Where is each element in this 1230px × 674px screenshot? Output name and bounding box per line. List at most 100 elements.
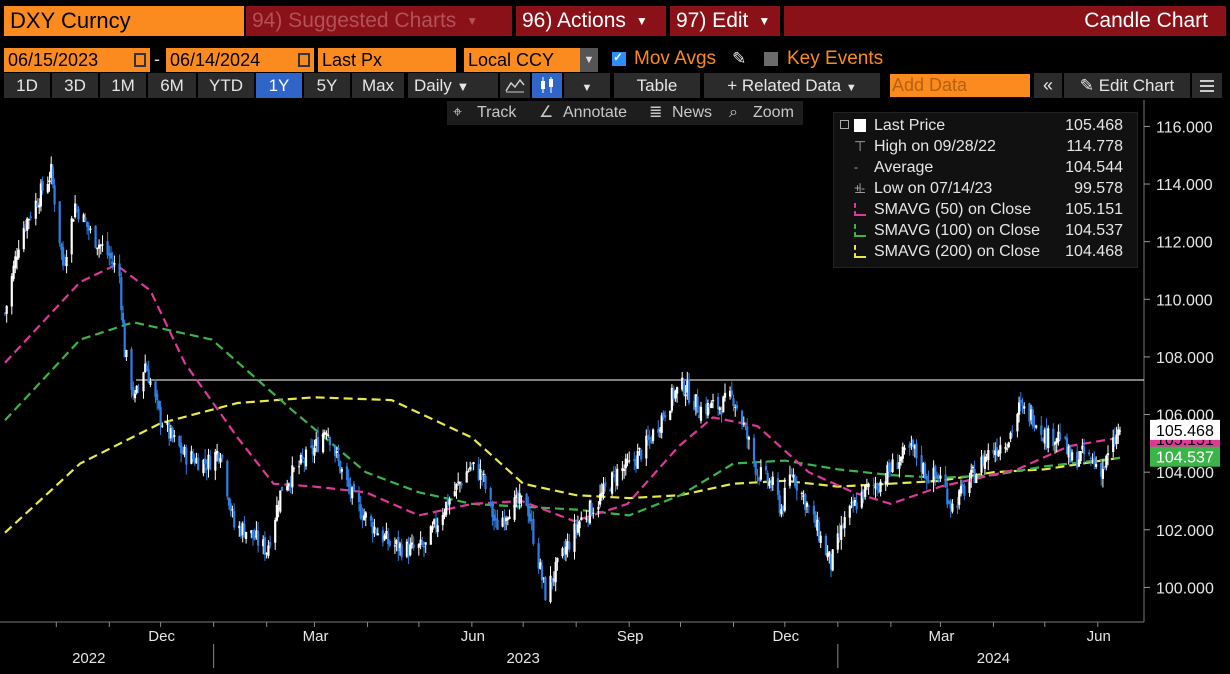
- ticker-field[interactable]: DXY Curncy: [4, 6, 244, 36]
- legend-label: SMAVG (100) on Close: [874, 222, 1040, 239]
- price-chart[interactable]: 116.000114.000112.000110.000108.000106.0…: [0, 100, 1230, 674]
- edit-chart-button[interactable]: ✎ Edit Chart: [1064, 73, 1190, 98]
- candle-body: [1059, 433, 1062, 440]
- zoom-icon: ⌕: [729, 104, 738, 121]
- period-button[interactable]: Max: [352, 73, 404, 98]
- legend-label: Low on 07/14/23: [874, 180, 993, 197]
- collapse-icon[interactable]: «: [1034, 73, 1062, 98]
- sma100-swatch: [854, 224, 866, 237]
- candle-body: [277, 508, 280, 510]
- candle-body: [623, 469, 626, 471]
- calendar-icon[interactable]: [134, 53, 146, 67]
- candle-body: [903, 447, 906, 451]
- zoom-button[interactable]: Zoom: [753, 104, 794, 121]
- candle-body: [334, 445, 337, 457]
- candle-body: [628, 460, 631, 462]
- period-button[interactable]: YTD: [198, 73, 254, 98]
- candle-body: [400, 544, 403, 558]
- calendar-icon[interactable]: [298, 53, 310, 67]
- candle-body: [419, 539, 422, 545]
- add-data-input[interactable]: Add Data: [890, 74, 1030, 97]
- currency-selector[interactable]: Local CCY ▼: [464, 48, 598, 72]
- candle-body: [937, 480, 940, 482]
- candle-body: [698, 414, 701, 419]
- candle-body: [489, 488, 492, 500]
- candle-body: [1095, 463, 1098, 467]
- candle-body: [616, 468, 619, 486]
- table-button[interactable]: Table: [614, 73, 700, 98]
- candle-body: [1076, 451, 1079, 468]
- candle-body: [349, 484, 352, 495]
- last-price-tag: [1150, 419, 1220, 440]
- candle-body: [39, 183, 42, 207]
- period-button[interactable]: 3D: [52, 73, 98, 98]
- key-events-checkbox[interactable]: [764, 52, 778, 66]
- candle-body: [1106, 453, 1110, 456]
- candle-body: [710, 402, 713, 408]
- candle-body: [15, 257, 19, 260]
- candle-body: [925, 477, 928, 481]
- candle-body: [782, 506, 785, 511]
- track-button[interactable]: Track: [477, 104, 517, 121]
- candle-body: [987, 450, 990, 461]
- mov-avgs-checkbox[interactable]: [612, 50, 626, 66]
- pencil-icon[interactable]: ✎: [732, 49, 747, 68]
- candle-body: [838, 533, 841, 538]
- candle-body: [657, 428, 660, 433]
- candle-body: [686, 381, 689, 393]
- candle-body: [82, 214, 85, 223]
- chevron-down-icon: ▼: [845, 82, 857, 94]
- candle-body: [920, 455, 923, 473]
- start-date-field[interactable]: 06/15/2023: [4, 48, 150, 72]
- candle-body: [1035, 425, 1038, 428]
- period-button[interactable]: 1D: [4, 73, 50, 98]
- line-chart-icon[interactable]: [500, 73, 530, 98]
- end-date-field[interactable]: 06/14/2024: [166, 48, 314, 72]
- frequency-selector[interactable]: Daily ▼: [408, 73, 498, 98]
- candle-body: [687, 381, 691, 403]
- period-button[interactable]: 1M: [100, 73, 146, 98]
- candle-body: [24, 224, 27, 230]
- annotate-button[interactable]: Annotate: [563, 104, 628, 121]
- candle-body: [455, 483, 458, 490]
- candle-body: [1071, 452, 1074, 461]
- suggested-charts-label: 94) Suggested Charts: [252, 9, 457, 32]
- candle-body: [289, 483, 292, 486]
- candle-body: [14, 256, 17, 269]
- period-button-selected[interactable]: 1Y: [256, 73, 302, 98]
- settings-icon[interactable]: [1192, 73, 1222, 98]
- candle-body: [770, 482, 773, 489]
- candle-body: [564, 546, 567, 555]
- candle-body: [192, 453, 195, 459]
- period-button[interactable]: 5Y: [304, 73, 350, 98]
- chart-style-dropdown[interactable]: ▼: [564, 73, 610, 98]
- candle-body: [699, 406, 703, 421]
- news-button[interactable]: News: [672, 104, 713, 121]
- candle-body: [470, 463, 473, 465]
- candle-body: [142, 372, 145, 392]
- candle-body: [788, 474, 791, 486]
- y-tick-label: 108.000: [1156, 350, 1214, 367]
- candle-body: [255, 530, 258, 538]
- candle-body: [257, 531, 260, 546]
- candle-body: [398, 543, 402, 548]
- candle-body: [860, 491, 863, 508]
- period-button[interactable]: 6M: [148, 73, 196, 98]
- candle-body: [48, 180, 51, 183]
- field-selector[interactable]: Last Px: [318, 48, 456, 72]
- collapse-legend-icon[interactable]: [840, 120, 849, 129]
- candle-body: [1067, 446, 1070, 458]
- actions-menu[interactable]: 96) Actions ▼: [516, 6, 666, 36]
- candle-body: [1033, 424, 1036, 428]
- candle-body: [624, 458, 627, 469]
- candle-body: [29, 216, 32, 219]
- suggested-charts-menu[interactable]: 94) Suggested Charts ▼: [246, 6, 512, 36]
- candle-body: [337, 453, 340, 461]
- candle-chart-icon[interactable]: [532, 73, 562, 98]
- candle-body: [674, 390, 677, 399]
- edit-menu[interactable]: 97) Edit ▼: [670, 6, 780, 36]
- candle-body: [681, 377, 684, 390]
- candle-body: [592, 512, 595, 514]
- candle-body: [477, 463, 480, 480]
- related-data-button[interactable]: + Related Data ▼: [704, 73, 880, 98]
